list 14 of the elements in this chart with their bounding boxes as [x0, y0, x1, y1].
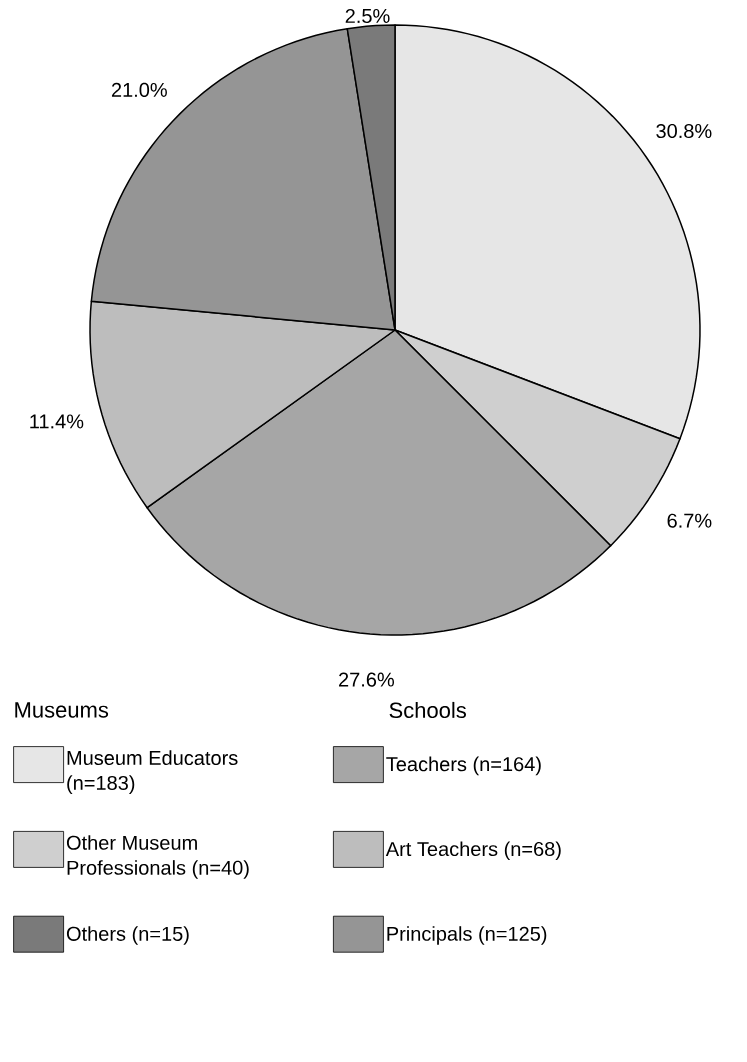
legend-label: Museum Educators (n=183)	[67, 750, 238, 794]
data-label: 2.5%	[345, 8, 390, 24]
legend-label: Other Museum Professionals (n=40)	[66, 835, 249, 879]
text: Museums	[15, 702, 109, 718]
data-label: 6.7%	[667, 513, 712, 528]
data-label: 30.8%	[656, 123, 712, 139]
legend-label: Others (n=15)	[66, 926, 189, 945]
legend-label: Teachers (n=164)	[386, 756, 541, 776]
data-label: 11.4%	[30, 414, 84, 429]
data-label: 27.6%	[339, 672, 395, 687]
legend-label: Art Teachers (n=68)	[385, 841, 561, 861]
legend-label: Principals (n=125)	[387, 926, 547, 945]
text: Schools	[389, 701, 466, 719]
data-label: 21.0%	[111, 82, 167, 97]
